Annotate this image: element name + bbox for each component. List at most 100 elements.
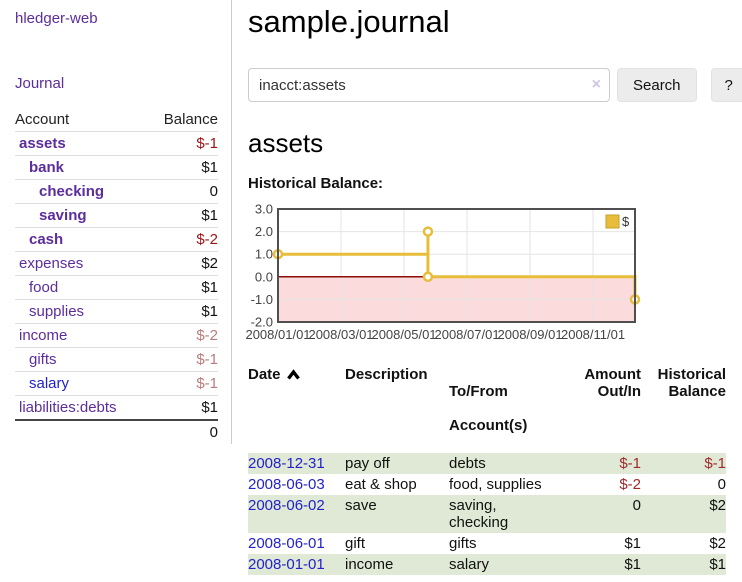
transaction-amount: $1 [577, 554, 641, 575]
account-name-cell: bank [15, 155, 148, 180]
svg-text:$: $ [622, 214, 630, 229]
account-balance: $1 [147, 275, 218, 300]
transaction-description: gift [345, 535, 366, 552]
spacer [15, 419, 148, 444]
account-name-cell: food [15, 275, 148, 300]
search-button[interactable]: Search [617, 68, 697, 102]
account-name-cell: supplies [15, 299, 148, 324]
account-name-cell: income [15, 323, 148, 348]
account-link[interactable]: assets [19, 135, 66, 152]
account-name-cell: gifts [15, 347, 148, 372]
svg-text:2008/07/01: 2008/07/01 [434, 327, 499, 342]
account-link[interactable]: gifts [29, 351, 57, 368]
account-link[interactable]: bank [29, 159, 65, 176]
chart-label: Historical Balance: [248, 175, 384, 192]
register-header-amount: Amount Out/In [584, 366, 641, 400]
account-row: supplies $1 [15, 299, 218, 324]
account-row: saving $1 [15, 203, 218, 228]
account-name-cell: liabilities:debts [15, 395, 148, 421]
account-link[interactable]: liabilities:debts [19, 399, 117, 416]
account-name-cell: expenses [15, 251, 148, 276]
transaction-row: 2008-01-01 income salary $1 $1 [248, 554, 726, 575]
account-link[interactable]: cash [29, 231, 64, 248]
account-balance: $-1 [147, 347, 218, 372]
svg-text:1.0: 1.0 [255, 247, 273, 262]
sort-ascending-icon [286, 368, 300, 380]
svg-text:-1.0: -1.0 [251, 292, 273, 307]
svg-text:0.0: 0.0 [255, 269, 273, 284]
transaction-row: 2008-06-01 gift gifts $1 $2 [248, 533, 726, 554]
account-name-cell: assets [15, 131, 148, 156]
sidebar-item-journal[interactable]: Journal [15, 75, 65, 92]
accounts-header-balance: Balance [147, 108, 218, 132]
app-title-link[interactable]: hledger-web [15, 10, 98, 27]
transaction-date-link[interactable]: 2008-01-01 [248, 556, 325, 573]
account-link[interactable]: checking [39, 183, 105, 200]
account-balance: $-1 [147, 371, 218, 396]
transaction-accounts: saving, checking [449, 495, 577, 533]
transaction-row: 2008-12-31 pay off debts $-1 $-1 [248, 453, 726, 474]
transaction-balance: $-1 [641, 453, 726, 474]
account-link[interactable]: income [19, 327, 68, 344]
svg-text:2008/03/01: 2008/03/01 [308, 327, 373, 342]
transaction-date-link[interactable]: 2008-06-01 [248, 535, 325, 552]
app-title: hledger-web [15, 10, 217, 27]
transaction-date-link[interactable]: 2008-06-03 [248, 476, 325, 493]
accounts-header-account: Account [15, 108, 148, 132]
account-balance: $1 [147, 155, 218, 180]
account-link[interactable]: saving [39, 207, 87, 224]
account-row: gifts $-1 [15, 347, 218, 372]
transaction-date-cell: 2008-06-01 [248, 533, 345, 554]
account-link[interactable]: food [29, 279, 59, 296]
account-link[interactable]: expenses [19, 255, 84, 272]
transaction-date-cell: 2008-01-01 [248, 554, 345, 575]
svg-text:2008/05/01: 2008/05/01 [371, 327, 436, 342]
search-form: × Search ? [248, 68, 742, 102]
account-row: bank $1 [15, 155, 218, 180]
svg-text:-2.0: -2.0 [251, 315, 273, 330]
transaction-accounts: food, supplies [449, 476, 542, 493]
account-row: liabilities:debts $1 [15, 395, 218, 421]
transaction-date-link[interactable]: 2008-06-02 [248, 497, 325, 514]
main-content: sample.journal × Search ? assets Histori… [232, 0, 742, 575]
account-balance: $-2 [147, 227, 218, 252]
account-balance: 0 [147, 179, 218, 204]
search-field-wrap: × [248, 68, 610, 102]
account-row: salary $-1 [15, 371, 218, 396]
account-balance: $-2 [147, 323, 218, 348]
svg-text:2.0: 2.0 [255, 224, 273, 239]
account-link[interactable]: salary [29, 375, 70, 392]
account-row: checking 0 [15, 179, 218, 204]
transaction-row: 2008-06-03 eat & shop food, supplies $-2 0 [248, 474, 726, 495]
account-name-cell: cash [15, 227, 148, 252]
transaction-amount: $1 [624, 535, 641, 552]
account-row: cash $-2 [15, 227, 218, 252]
transaction-date-cell: 2008-06-02 [248, 495, 345, 533]
transaction-row: 2008-06-02 save saving, checking 0 $2 [248, 495, 726, 533]
transaction-balance: $2 [709, 535, 726, 552]
account-row: income $-2 [15, 323, 218, 348]
transaction-description: pay off [345, 453, 449, 474]
transaction-description: save [345, 495, 449, 533]
sidebar: hledger-web Journal Account Balance asse… [0, 0, 232, 444]
help-button[interactable]: ? [710, 68, 742, 102]
account-row: assets $-1 [15, 131, 218, 156]
svg-text:3.0: 3.0 [255, 202, 273, 217]
register-header-date[interactable]: Date [248, 364, 345, 453]
transaction-description: eat & shop [345, 476, 417, 493]
clear-search-icon[interactable]: × [591, 76, 601, 93]
accounts-header-row: Account Balance [15, 108, 218, 132]
account-row: expenses $2 [15, 251, 218, 276]
account-balance: $1 [147, 299, 218, 324]
register-table: Date Description To/From Account(s) [248, 364, 726, 575]
account-name-cell: saving [15, 203, 148, 228]
transaction-date-cell: 2008-06-03 [248, 474, 345, 495]
historical-balance-chart: $3.0 2.0 1.0 0.0 -1.0 -2.02008/01/012008/03/0… [245, 202, 641, 342]
transaction-balance: $2 [641, 495, 726, 533]
transaction-accounts: salary [449, 554, 577, 575]
account-name-cell: salary [15, 371, 148, 396]
transaction-date-link[interactable]: 2008-12-31 [248, 455, 325, 472]
account-link[interactable]: supplies [29, 303, 85, 320]
register-header-description: Description [345, 366, 428, 383]
search-input[interactable] [248, 68, 610, 102]
